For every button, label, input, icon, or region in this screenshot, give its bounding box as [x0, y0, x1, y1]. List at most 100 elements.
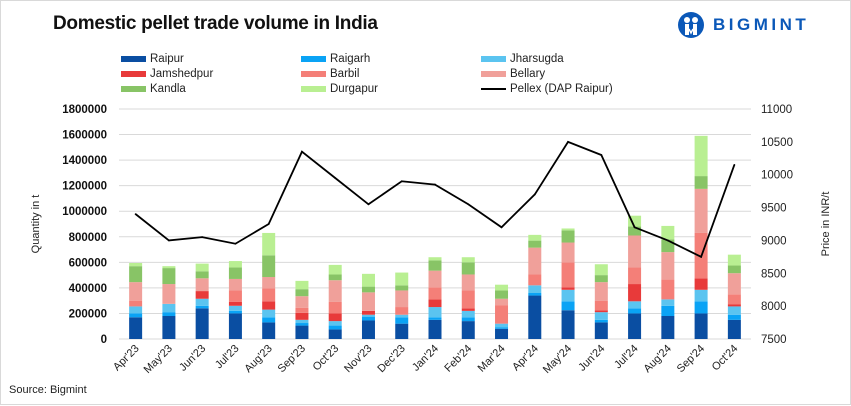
- bar-segment-raigarh: [628, 308, 642, 314]
- source-note: Source: Bigmint: [9, 384, 87, 396]
- bar-segment-jharsugda: [361, 314, 375, 317]
- bar-segment-raipur: [628, 313, 642, 339]
- bar-stack: [195, 263, 209, 339]
- bar-segment-raigarh: [395, 317, 409, 324]
- bar-segment-raigarh: [129, 313, 143, 318]
- bar-segment-jharsugda: [129, 306, 143, 314]
- bar-segment-raipur: [195, 308, 209, 339]
- bar-segment-durgapur: [561, 228, 575, 231]
- pellex-point: [400, 180, 403, 183]
- legend-item-jamshedpur: Jamshedpur: [121, 68, 213, 80]
- legend-swatch: [481, 71, 506, 77]
- legend-label: Pellex (DAP Raipur): [510, 83, 613, 95]
- y2-axis-label: Price in INR/t: [820, 192, 832, 257]
- pellex-point: [301, 150, 303, 153]
- x-tick-label: Apr'23: [111, 343, 142, 374]
- legend-item-durgapur: Durgapur: [301, 83, 378, 95]
- bar-stack: [328, 264, 342, 339]
- pellex-point: [533, 193, 536, 196]
- bar-segment-barbil: [528, 274, 542, 286]
- bar-segment-jamshedpur: [461, 308, 475, 311]
- bar-segment-bellary: [661, 252, 675, 280]
- x-tick-label: Dec'23: [375, 343, 407, 375]
- legend-item-bellary: Bellary: [481, 68, 545, 80]
- bar-segment-kandla: [262, 255, 276, 278]
- y-tick-label: 600000: [69, 257, 107, 269]
- x-tick-label: Aug'24: [641, 343, 673, 375]
- x-tick-label: May'23: [142, 343, 175, 376]
- bar-segment-durgapur: [228, 261, 242, 268]
- bar-stack: [428, 257, 442, 339]
- x-tick-label: Jan'24: [410, 343, 441, 374]
- legend-label: Raipur: [150, 53, 184, 65]
- x-tick-label: Jun'23: [177, 343, 208, 374]
- pellex-point: [267, 223, 270, 225]
- brand-name: BIGMINT: [713, 15, 810, 34]
- bar-stack: [262, 232, 276, 339]
- bar-segment-raipur: [361, 320, 375, 339]
- bar-segment-barbil: [628, 267, 642, 285]
- bar-segment-durgapur: [594, 264, 608, 276]
- bar-segment-jamshedpur: [694, 278, 708, 290]
- y-tick-label: 1600000: [62, 130, 107, 142]
- bar-segment-barbil: [395, 307, 409, 315]
- y2-tick-label: 11000: [761, 104, 792, 116]
- bar-segment-kandla: [395, 285, 409, 291]
- bar-segment-jharsugda: [295, 319, 309, 324]
- y-tick-label: 0: [101, 334, 107, 346]
- bar-segment-barbil: [461, 290, 475, 309]
- y-axis-label: Quantity in t: [30, 195, 42, 254]
- bar-stack: [528, 234, 542, 339]
- bar-segment-kandla: [528, 240, 542, 248]
- bar-segment-bellary: [594, 282, 608, 301]
- bar-segment-jharsugda: [162, 303, 176, 313]
- bar-segment-jharsugda: [328, 321, 342, 326]
- bar-segment-barbil: [262, 288, 276, 302]
- bar-segment-jamshedpur: [195, 291, 209, 299]
- pellex-point: [367, 203, 370, 206]
- bar-segment-raipur: [328, 329, 342, 339]
- x-tick-label: Sep'24: [675, 343, 707, 375]
- bar-segment-raigarh: [694, 301, 708, 314]
- bar-segment-bellary: [428, 270, 442, 288]
- legend-item-barbil: Barbil: [301, 68, 359, 80]
- bar-segment-jamshedpur: [361, 310, 375, 315]
- bar-segment-durgapur: [361, 273, 375, 287]
- bar-stack: [162, 266, 176, 339]
- bar-segment-raipur: [162, 316, 176, 339]
- bar-segment-raipur: [528, 295, 542, 339]
- legend-swatch: [121, 86, 146, 92]
- bar-segment-raigarh: [727, 314, 741, 320]
- x-tick-label: Nov'23: [342, 343, 374, 375]
- bar-segment-durgapur: [461, 257, 475, 263]
- bar-segment-kandla: [129, 266, 143, 283]
- bar-segment-jharsugda: [594, 312, 608, 320]
- legend-label: Barbil: [330, 68, 360, 80]
- bar-stack: [129, 262, 143, 339]
- bar-segment-raigarh: [328, 325, 342, 330]
- legend-swatch: [481, 88, 506, 90]
- bar-segment-raigarh: [528, 293, 542, 296]
- bar-segment-jamshedpur: [262, 301, 276, 310]
- bar-segment-durgapur: [727, 254, 741, 266]
- bar-segment-raipur: [461, 321, 475, 339]
- y2-tick-label: 9000: [761, 235, 787, 247]
- bar-segment-bellary: [528, 247, 542, 275]
- pellex-point: [167, 239, 170, 242]
- bar-segment-durgapur: [528, 234, 542, 241]
- bar-segment-raipur: [395, 323, 409, 339]
- legend-label: Durgapur: [330, 83, 378, 95]
- bar-segment-kandla: [594, 275, 608, 283]
- bar-segment-jharsugda: [262, 309, 276, 318]
- bar-segment-bellary: [628, 235, 642, 268]
- bar-segment-barbil: [561, 262, 575, 288]
- x-tick-label: Jun'24: [576, 343, 607, 374]
- bar-segment-bellary: [361, 292, 375, 311]
- bar-segment-jharsugda: [195, 298, 209, 306]
- y-tick-label: 1400000: [62, 155, 107, 167]
- bar-segment-kandla: [361, 286, 375, 293]
- bar-segment-bellary: [694, 188, 708, 233]
- bar-segment-kandla: [162, 268, 176, 285]
- bar-stack: [694, 135, 708, 339]
